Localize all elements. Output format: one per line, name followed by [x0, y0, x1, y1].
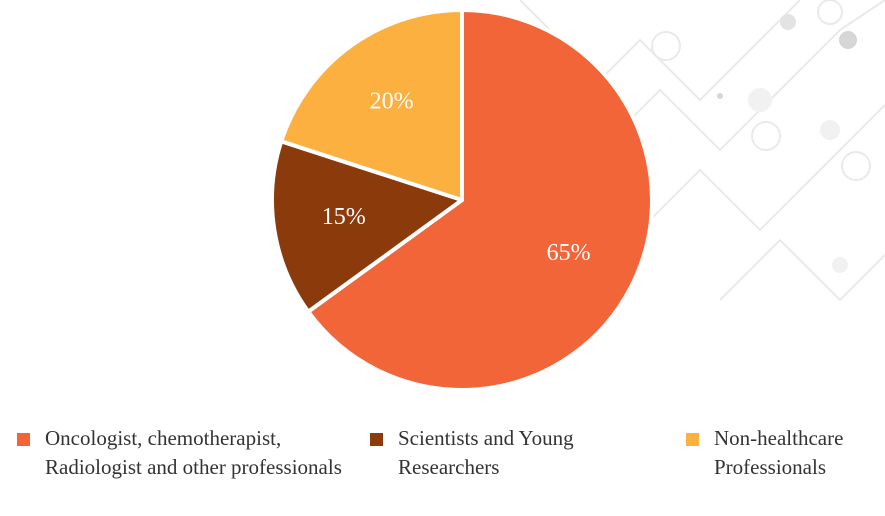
legend-item: Oncologist, chemotherapist, Radiologist … — [45, 424, 345, 482]
legend-label: Scientists and Young Researchers — [398, 426, 574, 479]
page: 65% 15% 20% Oncologist, chemotherapist, Ra… — [0, 0, 885, 516]
slice-label: 15% — [322, 204, 366, 230]
pie: 65% 15% 20% — [272, 10, 652, 390]
slice-label: 20% — [370, 89, 414, 115]
legend-swatch — [370, 433, 383, 446]
legend-swatch — [686, 433, 699, 446]
legend-item: Scientists and Young Researchers — [398, 424, 648, 482]
legend-label: Non-healthcare Professionals — [714, 426, 843, 479]
legend-swatch — [17, 433, 30, 446]
legend-item: Non-healthcare Professionals — [714, 424, 884, 482]
slice-label: 65% — [547, 240, 591, 266]
legend-label: Oncologist, chemotherapist, Radiologist … — [45, 426, 342, 479]
